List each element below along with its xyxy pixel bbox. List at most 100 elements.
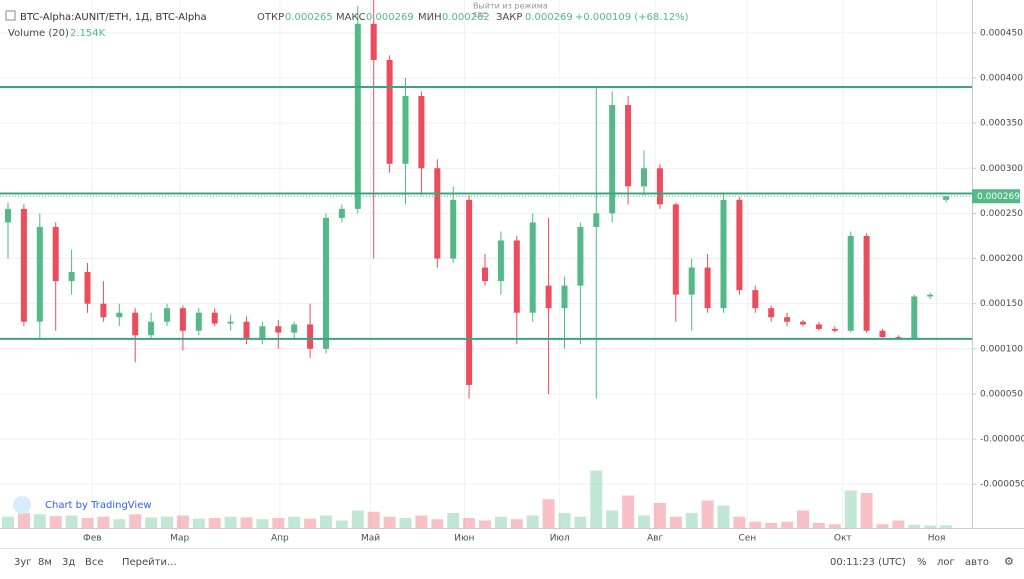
y-tick-label: 0.000400 (980, 73, 1023, 83)
candle-body (815, 324, 822, 329)
y-tick-label: 0.000050 (980, 389, 1023, 399)
candle-body (402, 96, 409, 164)
volume-bar (176, 515, 189, 528)
volume-bar (908, 524, 921, 528)
volume-bar (781, 521, 794, 528)
range-button[interactable]: 3д (62, 557, 75, 568)
volume-bar (653, 503, 666, 528)
candle-body (84, 272, 91, 304)
high-value: 0.000269 (366, 12, 414, 23)
volume-bar (367, 511, 380, 528)
volume-bar (526, 515, 539, 528)
range-button[interactable]: Все (85, 557, 104, 568)
candle-body (800, 321, 806, 325)
candle-body (641, 168, 647, 187)
last-price-tag (972, 189, 1020, 204)
y-tick-label: 0.000350 (980, 119, 1023, 129)
candle-body (688, 267, 695, 295)
y-tick-label: 0.000150 (980, 299, 1023, 309)
low-value: 0.000262 (442, 12, 490, 23)
y-tick-label: 0.000300 (980, 164, 1023, 174)
volume-bar (797, 510, 809, 528)
scale-button[interactable]: % (917, 557, 927, 568)
x-tick-label: Июн (454, 534, 474, 544)
volume-bar (399, 518, 412, 528)
volume-bar (844, 490, 857, 528)
candle-body (752, 290, 759, 309)
candle-body (307, 324, 314, 349)
volume-bar (17, 513, 30, 528)
candle-body (577, 226, 584, 286)
candle-body (784, 317, 791, 322)
candle-body (450, 199, 457, 259)
y-tick-label: 0.000250 (980, 209, 1023, 219)
volume-bar (224, 516, 237, 528)
tv-logo[interactable] (13, 496, 31, 514)
x-tick-label: Окт (834, 534, 852, 544)
candle-body (354, 23, 361, 209)
volume-bar (192, 518, 205, 528)
candle-body (100, 303, 107, 318)
volume-bar (479, 520, 491, 528)
candle-body (164, 308, 170, 322)
replay-exit[interactable]: Выйти из режима (473, 2, 548, 11)
change-value: +0.000109 (+68.12%) (575, 12, 689, 23)
candle-body (370, 23, 377, 60)
close-label: ЗАКР (496, 12, 522, 23)
volume-bar (2, 516, 14, 528)
symbol-title: BTC-Alpha:AUNIT/ETH, 1Д, BTC-Alpha (20, 12, 207, 23)
volume-bar (383, 516, 396, 528)
candle-body (768, 308, 775, 318)
candle-body (179, 308, 186, 331)
candle-body (545, 285, 552, 309)
candle-body (720, 199, 727, 309)
settings-icon[interactable]: ⚙ (1004, 555, 1014, 568)
candle-body (513, 240, 520, 313)
volume-bar (240, 517, 253, 528)
candle-body (831, 328, 838, 331)
candle-body (36, 226, 43, 322)
candle-body (243, 321, 250, 338)
candle-body (656, 168, 663, 205)
volume-bar (49, 516, 62, 528)
candle-body (911, 296, 918, 338)
candle-body (704, 267, 711, 309)
volume-bar (558, 513, 571, 528)
candle-body (672, 204, 679, 295)
goto-button[interactable]: Перейти... (122, 557, 177, 568)
volume-bar (447, 513, 460, 528)
last-price-label: 0.000269 (977, 192, 1020, 202)
volume-bar (638, 515, 650, 528)
y-tick-label: 0.000450 (980, 28, 1023, 38)
candle-body (211, 312, 218, 324)
candle-body (927, 294, 934, 297)
candle-body (863, 235, 870, 331)
scale-button[interactable]: лог (937, 557, 955, 568)
range-button[interactable]: 8м (38, 557, 52, 568)
volume-bar (733, 516, 746, 528)
x-tick-label: Мар (170, 534, 189, 544)
candle-body (847, 235, 854, 331)
candle-body (68, 272, 75, 282)
y-tick-label: 0.000100 (980, 344, 1023, 354)
scale-button[interactable]: авто (965, 557, 989, 568)
watermark[interactable]: Chart by TradingView (45, 500, 152, 511)
candle-body (418, 96, 425, 169)
candle-body (466, 199, 473, 385)
open-value: 0.000265 (285, 12, 333, 23)
volume-bar (304, 518, 317, 528)
candle-body (593, 213, 600, 227)
collapse-button[interactable] (5, 10, 16, 21)
volume-bar (749, 521, 762, 528)
volume-bar (351, 510, 364, 528)
range-button[interactable]: 3уг (14, 557, 32, 568)
candle-body (5, 208, 11, 223)
x-tick-label: Июл (550, 534, 570, 544)
volume-bar (161, 516, 173, 528)
volume-bar (606, 510, 619, 528)
y-tick-label: -0.000050 (980, 480, 1024, 490)
volume-bar (685, 513, 698, 528)
x-tick-label: Ноя (928, 534, 946, 544)
legend: BTC-Alpha:AUNIT/ETH, 1Д, BTC-Alpha ОТКР … (5, 2, 689, 39)
x-tick-label: Авг (647, 534, 663, 544)
